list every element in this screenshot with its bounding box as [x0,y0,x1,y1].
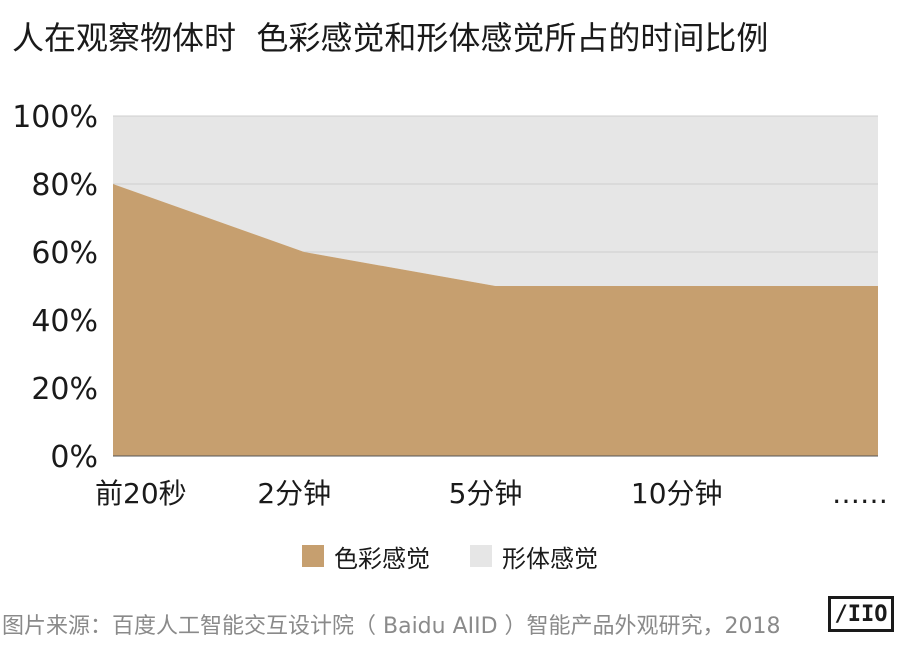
area-form [113,116,878,286]
legend-item-form: 形体感觉 [470,539,598,574]
x-tick-label: 10分钟 [631,477,723,510]
chart-title: 人在观察物体时 色彩感觉和形体感觉所占的时间比例 [12,19,769,57]
x-tick-label: 5分钟 [449,477,523,510]
x-tick-label: 2分钟 [257,477,331,510]
y-tick-label: 60% [31,236,98,271]
legend-label-form: 形体感觉 [502,544,598,573]
x-tick-label: 前20秒 [95,477,187,510]
legend-label-color: 色彩感觉 [334,544,430,573]
legend-item-color: 色彩感觉 [302,539,430,574]
y-tick-label: 100% [12,100,98,135]
legend: 色彩感觉 形体感觉 [0,538,900,574]
y-tick-label: 20% [31,372,98,407]
source-note: 图片来源：百度人工智能交互设计院（ Baidu AIID ）智能产品外观研究，2… [2,614,781,639]
y-tick-label: 80% [31,168,98,203]
legend-swatch-color [302,545,324,567]
area-color [113,184,878,456]
aiid-logo: /IIO [828,596,894,632]
x-tick-label: …… [832,477,888,510]
legend-swatch-form [470,545,492,567]
area-chart: 0% 20% 40% 60% 80% 100% 前20秒 2分钟 5分钟 10分钟 …… [12,100,888,510]
y-tick-label: 0% [50,440,98,475]
y-tick-label: 40% [31,304,98,339]
